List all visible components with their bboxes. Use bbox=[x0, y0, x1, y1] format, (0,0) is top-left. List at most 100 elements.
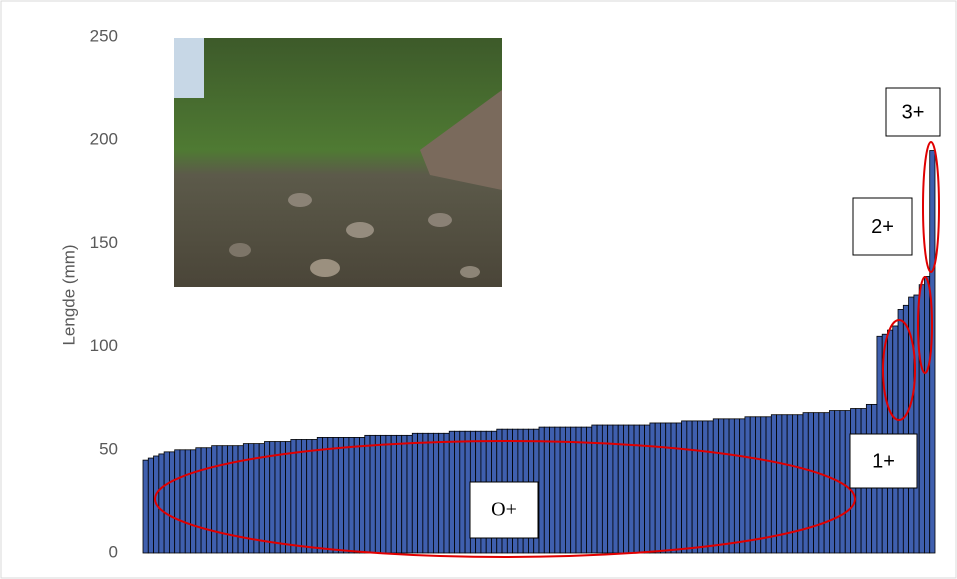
bar bbox=[745, 417, 750, 553]
bar bbox=[903, 305, 908, 553]
bar bbox=[555, 427, 560, 553]
bar bbox=[755, 417, 760, 553]
bar bbox=[254, 444, 259, 553]
bar bbox=[264, 442, 269, 553]
bar bbox=[407, 435, 412, 553]
bar bbox=[312, 439, 317, 553]
bar bbox=[323, 437, 328, 553]
annotation-label: 1+ bbox=[872, 450, 895, 472]
bar bbox=[164, 452, 169, 553]
bar bbox=[349, 437, 354, 553]
bar bbox=[713, 419, 718, 553]
bar bbox=[201, 448, 206, 553]
bar bbox=[455, 431, 460, 553]
y-tick-label: 50 bbox=[99, 439, 118, 458]
bar bbox=[829, 411, 834, 553]
bar bbox=[539, 427, 544, 553]
bar bbox=[460, 431, 465, 553]
bar bbox=[212, 446, 217, 553]
bar bbox=[391, 435, 396, 553]
bar bbox=[803, 413, 808, 553]
bar bbox=[191, 450, 196, 553]
bar bbox=[824, 413, 829, 553]
bar bbox=[418, 433, 423, 553]
bar bbox=[307, 439, 312, 553]
y-tick-label: 200 bbox=[90, 130, 118, 149]
bar bbox=[328, 437, 333, 553]
bar bbox=[381, 435, 386, 553]
bar bbox=[275, 442, 280, 553]
bar bbox=[148, 458, 153, 553]
bar bbox=[687, 421, 692, 553]
bar bbox=[771, 415, 776, 553]
bar bbox=[639, 425, 644, 553]
bar bbox=[217, 446, 222, 553]
annotation-label: 3+ bbox=[902, 101, 925, 123]
bar bbox=[386, 435, 391, 553]
bar bbox=[375, 435, 380, 553]
bar bbox=[317, 437, 322, 553]
bar bbox=[370, 435, 375, 553]
bar bbox=[898, 309, 903, 553]
annotation-label: 2+ bbox=[871, 216, 894, 238]
bar bbox=[581, 427, 586, 553]
bar bbox=[782, 415, 787, 553]
bar bbox=[333, 437, 338, 553]
bar bbox=[660, 423, 665, 553]
bar bbox=[169, 452, 174, 553]
bar bbox=[291, 439, 296, 553]
y-tick-label: 250 bbox=[90, 26, 118, 45]
bar bbox=[338, 437, 343, 553]
bar bbox=[354, 437, 359, 553]
bar bbox=[808, 413, 813, 553]
bar bbox=[402, 435, 407, 553]
bar bbox=[259, 444, 264, 553]
y-tick-label: 150 bbox=[90, 233, 118, 252]
bar bbox=[159, 454, 164, 553]
annotation-label: O+ bbox=[491, 499, 517, 521]
bar bbox=[697, 421, 702, 553]
bar bbox=[412, 433, 417, 553]
bar bbox=[286, 442, 291, 553]
bar bbox=[206, 448, 211, 553]
bar bbox=[671, 423, 676, 553]
bar bbox=[919, 285, 924, 553]
bar bbox=[222, 446, 227, 553]
bar bbox=[655, 423, 660, 553]
bar bbox=[666, 423, 671, 553]
bar bbox=[814, 413, 819, 553]
bar bbox=[761, 417, 766, 553]
bar bbox=[576, 427, 581, 553]
bar bbox=[703, 421, 708, 553]
bar bbox=[301, 439, 306, 553]
bar bbox=[729, 419, 734, 553]
bar bbox=[766, 417, 771, 553]
bar bbox=[185, 450, 190, 553]
bar bbox=[650, 423, 655, 553]
bar bbox=[777, 415, 782, 553]
bar bbox=[592, 425, 597, 553]
bar bbox=[444, 433, 449, 553]
bar bbox=[571, 427, 576, 553]
bar bbox=[175, 450, 180, 553]
bar bbox=[798, 415, 803, 553]
bar bbox=[344, 437, 349, 553]
bar bbox=[143, 460, 148, 553]
bar bbox=[682, 421, 687, 553]
bar bbox=[734, 419, 739, 553]
y-axis-label: Lengde (mm) bbox=[59, 244, 78, 345]
bar bbox=[449, 431, 454, 553]
bar bbox=[428, 433, 433, 553]
bar bbox=[280, 442, 285, 553]
bar bbox=[740, 419, 745, 553]
bar bbox=[587, 427, 592, 553]
bar bbox=[196, 448, 201, 553]
bar bbox=[708, 421, 713, 553]
bar bbox=[750, 417, 755, 553]
bar bbox=[296, 439, 301, 553]
bar bbox=[180, 450, 185, 553]
bar bbox=[544, 427, 549, 553]
bar bbox=[724, 419, 729, 553]
y-tick-label: 0 bbox=[109, 542, 118, 561]
chart: Lengde (mm) 0501001502002503+2+1+O+ bbox=[0, 0, 957, 579]
